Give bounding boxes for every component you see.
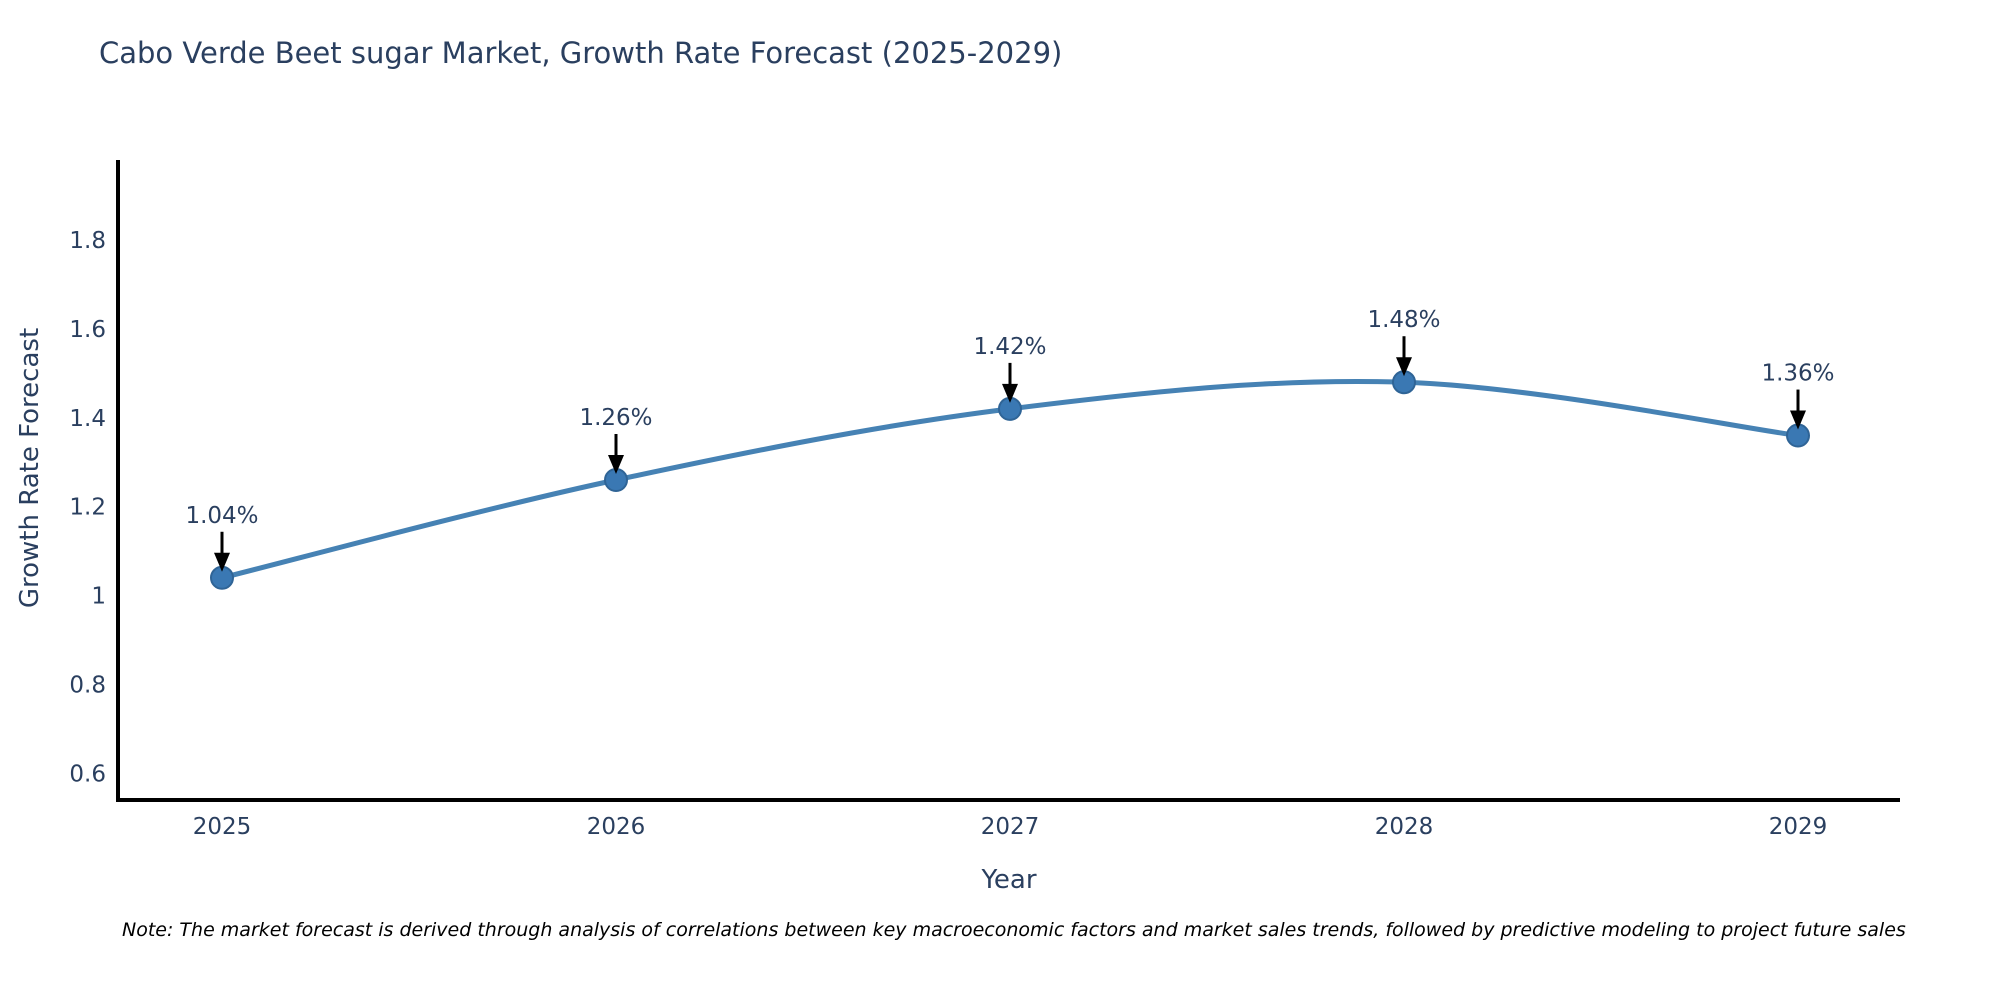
annotation-label: 1.42% [973,334,1046,360]
y-tick-label: 0.8 [69,672,106,698]
y-tick-label: 1.4 [69,406,106,432]
y-tick-label: 1.2 [69,495,106,521]
x-tick-label: 2027 [981,814,1040,840]
y-tick-label: 1.8 [69,228,106,254]
x-axis-title: Year [981,865,1037,895]
x-tick-label: 2025 [193,814,252,840]
y-tick-label: 0.6 [69,761,106,787]
annotation-label: 1.26% [579,405,652,431]
x-tick-label: 2029 [1769,814,1828,840]
annotation-arrow-head [608,455,624,474]
annotation-arrow-head [1396,357,1412,377]
annotation-arrow-head [1790,410,1806,430]
annotation-label: 1.48% [1367,307,1440,333]
y-tick-label: 1.6 [69,317,106,343]
chart-title: Cabo Verde Beet sugar Market, Growth Rat… [99,36,1063,70]
x-tick-label: 2026 [587,814,646,840]
chart-note: Note: The market forecast is derived thr… [122,919,1906,941]
annotation-arrow-head [1002,383,1018,403]
x-tick-label: 2028 [1375,814,1434,840]
annotation-label: 1.36% [1761,361,1834,387]
annotation-arrow-head [214,552,230,572]
annotation-label: 1.04% [185,503,258,529]
y-tick-label: 1 [91,584,106,610]
